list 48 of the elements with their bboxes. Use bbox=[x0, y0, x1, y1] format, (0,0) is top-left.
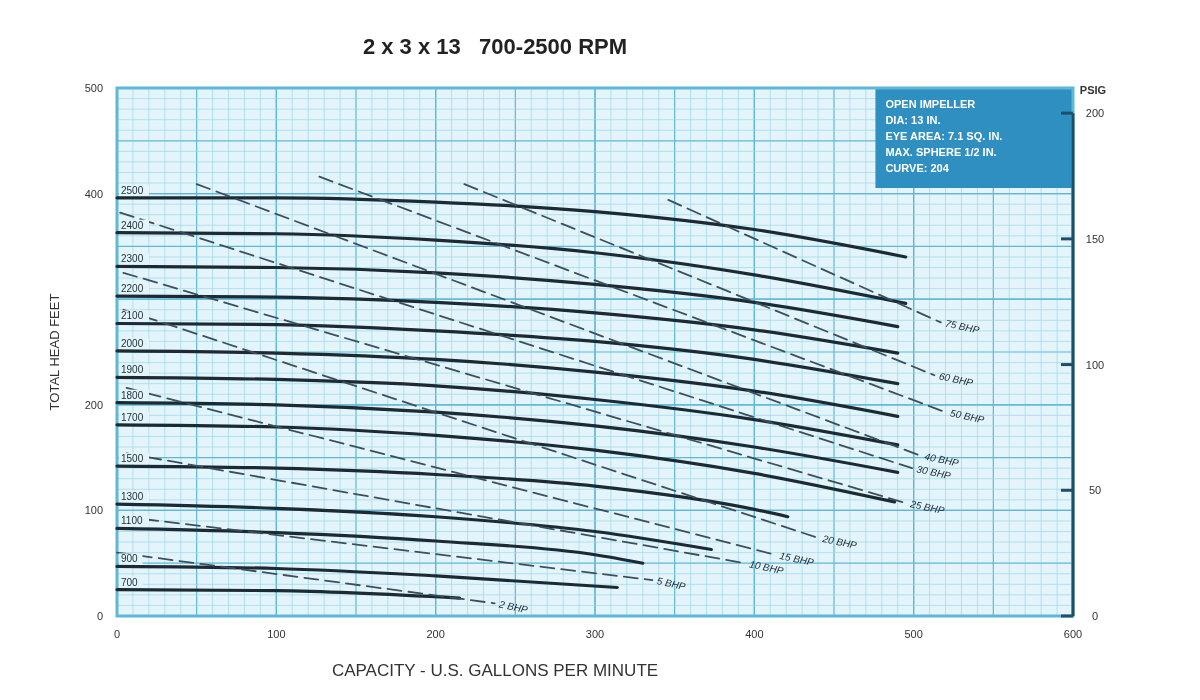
text: 50 BHP bbox=[949, 407, 986, 426]
annotation: EYE AREA: 7.1 SQ. IN. bbox=[885, 130, 1003, 142]
text: 2 BHP bbox=[497, 598, 530, 616]
y2-tick-label: 50 bbox=[1088, 484, 1102, 497]
x-tick-label: 200 bbox=[426, 628, 445, 640]
text: 20 BHP bbox=[820, 532, 858, 552]
series-label: 1300 bbox=[121, 491, 144, 503]
text: 75 BHP bbox=[944, 317, 981, 336]
series-label: 1700 bbox=[121, 411, 144, 423]
x-tick-label: 0 bbox=[113, 628, 121, 640]
annotation: MAX. SPHERE 1/2 IN. bbox=[885, 146, 997, 158]
series-label: 2400 bbox=[121, 219, 144, 231]
annotation: OPEN IMPELLER bbox=[885, 98, 976, 110]
x-tick-label: 600 bbox=[1063, 628, 1083, 640]
series-label: 2500 bbox=[121, 184, 144, 196]
y-tick-label: 400 bbox=[84, 187, 103, 200]
series-label: 1800 bbox=[121, 389, 144, 401]
y2-tick-label: 200 bbox=[1085, 107, 1105, 120]
y2-tick-label: 150 bbox=[1085, 232, 1105, 245]
series-label: 2000 bbox=[121, 337, 144, 349]
y2-axis-title: PSIG bbox=[1079, 84, 1107, 96]
y-tick-label: 100 bbox=[84, 504, 103, 517]
y-tick-label: 0 bbox=[96, 610, 103, 622]
y2-tick-label: 0 bbox=[1091, 610, 1099, 622]
text: 5 BHP bbox=[655, 575, 687, 593]
x-tick-label: 400 bbox=[745, 628, 764, 640]
series-label: 2100 bbox=[121, 310, 144, 322]
line-series bbox=[115, 294, 900, 355]
y2-tick-label: 100 bbox=[1085, 358, 1105, 371]
x-tick-label: 300 bbox=[585, 628, 605, 640]
series-label: 1100 bbox=[121, 515, 143, 527]
series-label: 900 bbox=[121, 553, 139, 565]
x-axis-title: CAPACITY - U.S. GALLONS PER MINUTE bbox=[331, 661, 659, 680]
series-label: 700 bbox=[121, 576, 139, 588]
y-axis-title: TOTAL HEAD FEET bbox=[47, 293, 62, 411]
y-tick-label: 200 bbox=[84, 398, 103, 411]
y-tick-label: 500 bbox=[84, 82, 103, 94]
text: 60 BHP bbox=[937, 370, 975, 389]
x-tick-label: 100 bbox=[267, 628, 286, 640]
annotation: CURVE: 204 bbox=[885, 162, 950, 174]
series-label: 2300 bbox=[121, 253, 144, 265]
series-label: 1900 bbox=[121, 364, 144, 376]
x-tick-label: 500 bbox=[904, 628, 923, 640]
chart-title: 2 x 3 x 13 700-2500 RPM bbox=[362, 34, 628, 59]
text: 25 BHP bbox=[908, 498, 946, 517]
series-label: 2200 bbox=[121, 283, 144, 295]
series-label: 1500 bbox=[121, 453, 144, 465]
annotation: DIA: 13 IN. bbox=[885, 114, 941, 126]
